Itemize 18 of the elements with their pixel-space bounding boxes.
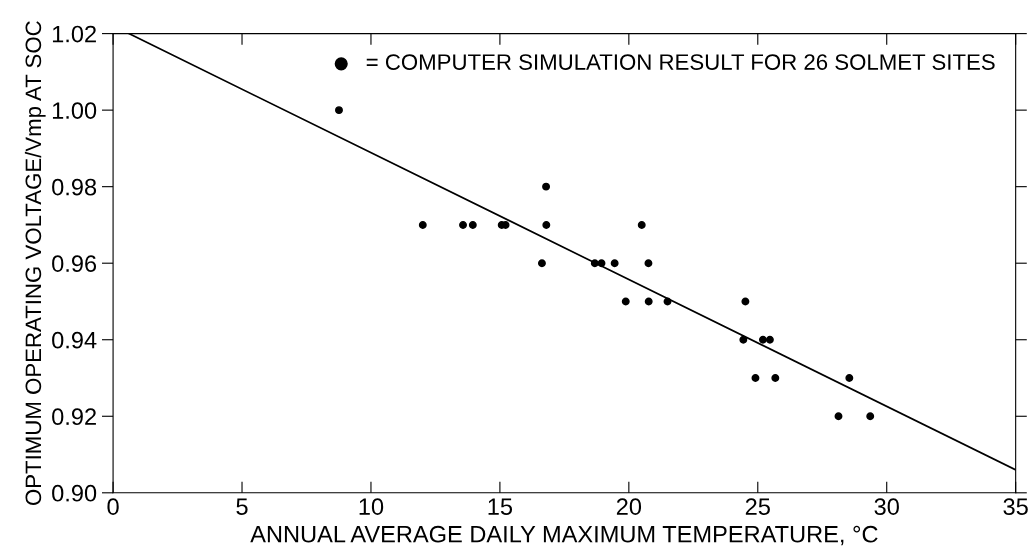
x-tick-label: 10	[359, 498, 384, 515]
y-tick-label: 0.90	[52, 484, 97, 502]
x-tick-label: 5	[236, 498, 248, 515]
x-tick-label: 30	[874, 498, 899, 515]
y-tick-label: 0.98	[52, 178, 97, 196]
y-tick-label: 1.00	[52, 102, 97, 119]
x-tick-label: 20	[616, 498, 642, 515]
x-tick-label: 15	[488, 498, 513, 515]
y-tick-label: 0.92	[52, 408, 96, 426]
y-tick-label: 1.02	[52, 25, 96, 43]
x-tick-label: 25	[745, 498, 770, 515]
legend-label: = COMPUTER SIMULATION RESULT FOR 26 SOLMET SITES	[366, 54, 995, 70]
x-tick-label: 35	[1003, 498, 1028, 515]
x-axis-title: ANNUAL AVERAGE DAILY MAXIMUM TEMPERATURE, °C	[250, 525, 878, 546]
y-tick-label: 0.96	[52, 255, 97, 272]
y-tick-label: 0.94	[52, 331, 97, 349]
y-axis-title: OPTIMUM OPERATING VOLTAGE/Vmp AT SOC	[24, 21, 46, 506]
x-tick-label: 0	[107, 498, 119, 515]
